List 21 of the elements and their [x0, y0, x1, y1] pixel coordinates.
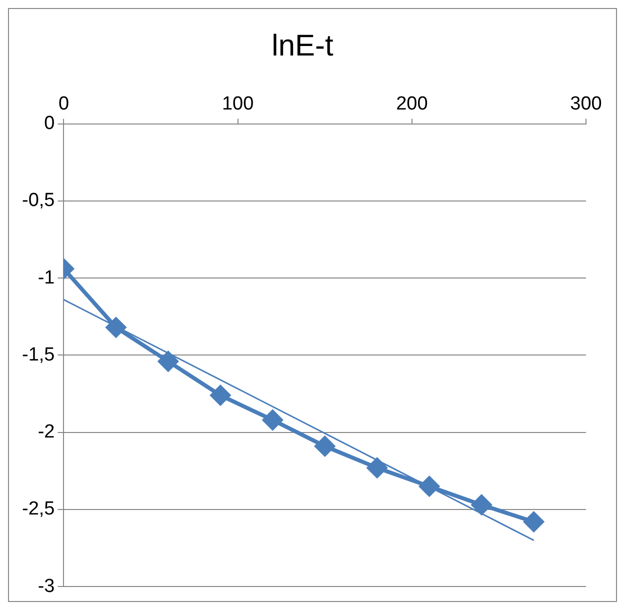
y-tick-label: -2,5 [22, 498, 55, 520]
x-tick-label: 0 [58, 94, 70, 115]
point [524, 512, 544, 532]
y-tick-label: -0,5 [22, 190, 55, 212]
point [262, 410, 283, 430]
y-tick-label: -3 [38, 576, 55, 597]
y-tick-label: -1,5 [22, 344, 55, 366]
point [106, 317, 126, 338]
point [367, 458, 388, 478]
y-tick-label: -1 [38, 267, 55, 288]
y-tick-label: -2 [38, 422, 55, 443]
point [210, 385, 230, 406]
point [158, 351, 178, 372]
y-tick-label: 0 [44, 113, 55, 134]
chart-title: lnE-t [272, 29, 334, 62]
point [314, 436, 335, 456]
x-tick-label: 300 [570, 94, 602, 115]
x-tick-label: 200 [396, 94, 428, 115]
point [419, 476, 440, 496]
x-tick-label: 100 [222, 94, 254, 115]
point [472, 494, 492, 515]
